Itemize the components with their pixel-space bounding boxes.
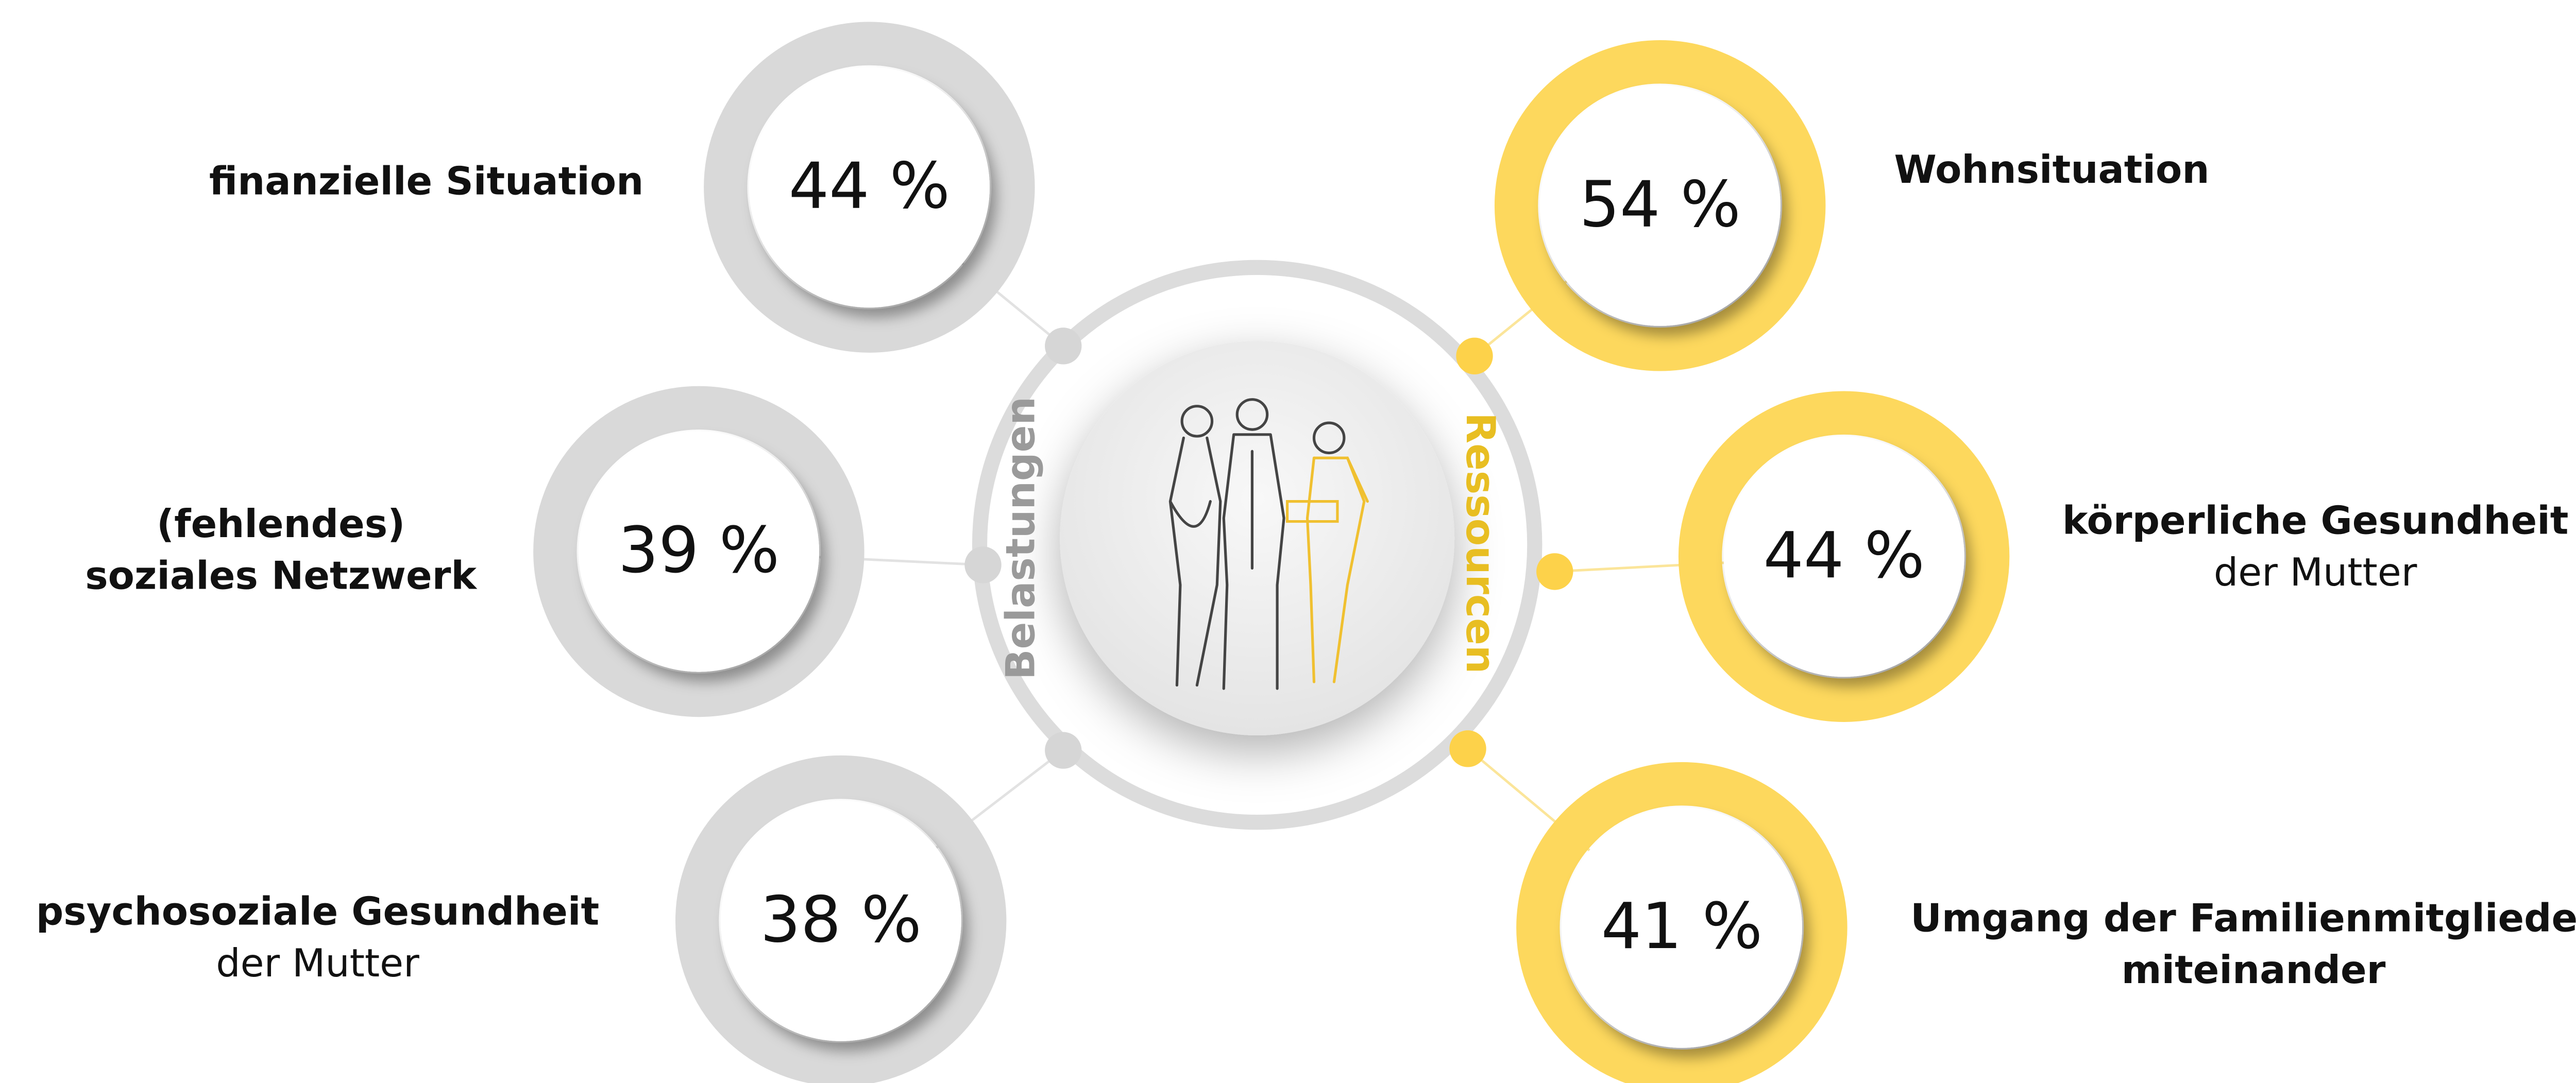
infographic: Belastungen 44 % finanzielle Situation 39 %… bbox=[0, 0, 2576, 1083]
label-normal: der Mutter bbox=[2214, 550, 2417, 595]
connector-dot bbox=[1045, 328, 1081, 364]
label-bold: (fehlendes) bbox=[157, 502, 405, 546]
value: 38 % bbox=[760, 883, 922, 957]
value: 39 % bbox=[618, 514, 779, 588]
label-bold: Umgang der Familienmitglieder bbox=[1910, 896, 2576, 941]
connector-dot bbox=[1536, 553, 1573, 590]
side-heading: Belastungen bbox=[997, 397, 1044, 680]
side-heading: Ressourcen bbox=[1457, 412, 1503, 674]
connector-dot bbox=[1456, 338, 1493, 374]
label-normal: der Mutter bbox=[216, 941, 419, 986]
label-bold: Wohnsituation bbox=[1894, 147, 2209, 192]
value: 44 % bbox=[789, 150, 950, 224]
label-bold: psychosoziale Gesundheit bbox=[36, 889, 599, 934]
connector-dot bbox=[964, 546, 1001, 583]
label-bold: miteinander bbox=[2122, 948, 2386, 992]
value: 54 % bbox=[1580, 168, 1741, 242]
connector-dot bbox=[1449, 730, 1486, 767]
label-bold: soziales Netzwerk bbox=[85, 553, 478, 598]
value: 44 % bbox=[1763, 519, 1924, 593]
value: 41 % bbox=[1601, 890, 1762, 964]
connector-dot bbox=[1045, 732, 1081, 768]
label-bold: finanzielle Situation bbox=[209, 159, 643, 204]
label-bold: körperliche Gesundheit bbox=[2062, 498, 2569, 543]
